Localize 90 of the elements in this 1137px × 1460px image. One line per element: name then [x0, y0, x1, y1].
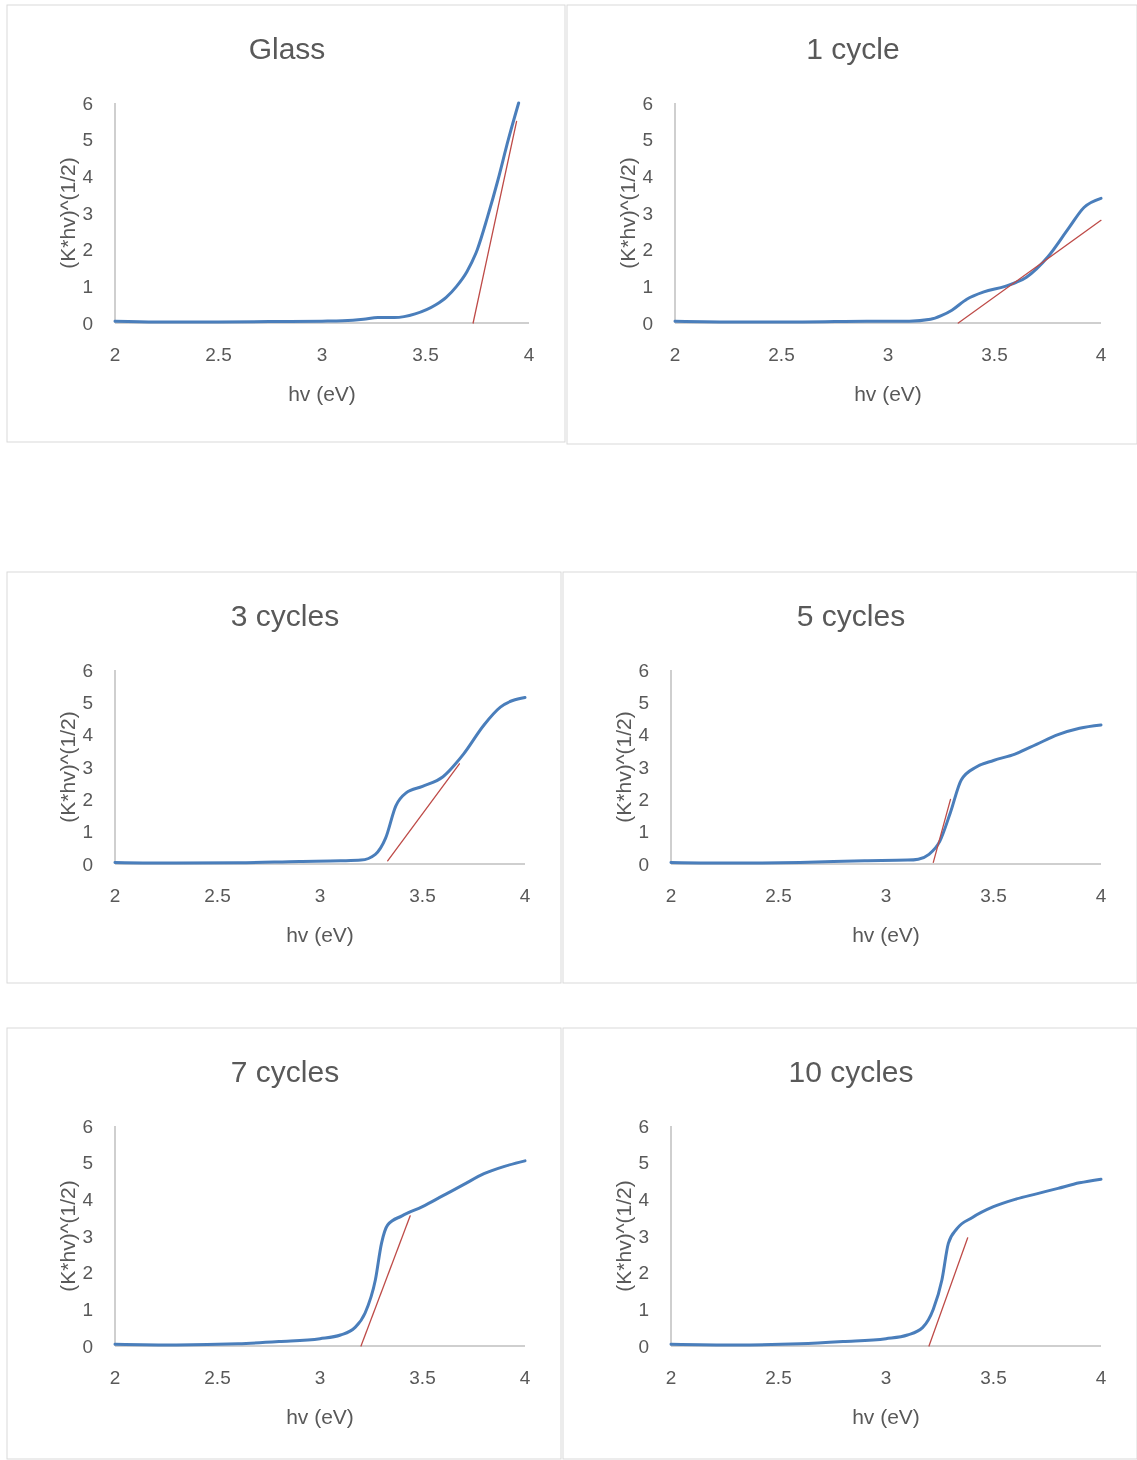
x-tick-label: 2.5 [768, 344, 795, 365]
y-tick-label: 0 [642, 312, 653, 334]
x-axis-title: hv (eV) [852, 923, 920, 946]
y-tick-label: 3 [82, 756, 93, 778]
y-tick-label: 2 [638, 788, 649, 810]
y-tick-label: 2 [82, 1262, 93, 1284]
y-tick-label: 3 [82, 202, 93, 224]
chart-title: 1 cycle [806, 32, 900, 65]
x-tick-label: 4 [1095, 1367, 1107, 1388]
y-tick-label: 3 [82, 1225, 93, 1247]
x-tick-label: 2.5 [765, 1367, 792, 1388]
x-tick-label: 3.5 [981, 344, 1008, 365]
x-tick-label: 2 [665, 1367, 677, 1388]
y-tick-label: 0 [638, 853, 649, 875]
y-tick-label: 2 [82, 788, 93, 810]
y-tick-label: 1 [82, 1298, 93, 1320]
chart-title: 5 cycles [796, 599, 906, 632]
y-tick-label: 5 [82, 1152, 93, 1174]
x-tick-label: 2.5 [765, 885, 792, 906]
x-tick-label: 3 [882, 344, 894, 365]
chart-title: 10 cycles [788, 1055, 914, 1088]
x-tick-label: 2 [109, 1367, 121, 1388]
y-tick-label: 6 [82, 659, 93, 681]
chart-title: Glass [248, 32, 326, 65]
x-tick-label: 2 [109, 344, 121, 365]
y-tick-label: 1 [638, 821, 649, 843]
chart-title: 3 cycles [230, 599, 340, 632]
y-tick-label: 0 [638, 1335, 649, 1357]
y-tick-label: 3 [638, 756, 649, 778]
y-axis-title: (K*hv)^(1/2) [612, 1180, 635, 1292]
y-tick-label: 0 [82, 853, 93, 875]
x-axis-title: hv (eV) [288, 382, 356, 405]
x-tick-label: 3 [314, 885, 326, 906]
y-axis-title: (K*hv)^(1/2) [612, 711, 635, 823]
x-tick-label: 4 [519, 885, 531, 906]
y-tick-label: 4 [82, 165, 94, 187]
x-tick-label: 4 [519, 1367, 531, 1388]
x-axis-title: hv (eV) [286, 923, 354, 946]
x-tick-label: 4 [1095, 344, 1107, 365]
y-tick-label: 5 [638, 691, 649, 713]
x-tick-label: 3.5 [409, 1367, 436, 1388]
y-tick-label: 4 [82, 724, 94, 746]
y-tick-label: 2 [642, 239, 653, 261]
x-tick-label: 3.5 [980, 1367, 1007, 1388]
y-axis-title: (K*hv)^(1/2) [56, 711, 79, 823]
y-axis-title: (K*hv)^(1/2) [56, 157, 79, 269]
y-tick-label: 2 [82, 239, 93, 261]
y-tick-label: 4 [82, 1188, 94, 1210]
y-tick-label: 1 [638, 1298, 649, 1320]
y-tick-label: 0 [82, 312, 93, 334]
y-tick-label: 1 [82, 821, 93, 843]
x-tick-label: 3.5 [980, 885, 1007, 906]
y-tick-label: 3 [638, 1225, 649, 1247]
y-tick-label: 1 [82, 275, 93, 297]
x-tick-label: 2.5 [204, 885, 231, 906]
y-tick-label: 5 [642, 129, 653, 151]
chart-title: 7 cycles [230, 1055, 340, 1088]
y-tick-label: 6 [82, 92, 93, 114]
x-tick-label: 3 [880, 885, 892, 906]
y-tick-label: 6 [642, 92, 653, 114]
y-tick-label: 4 [642, 165, 654, 187]
x-tick-label: 2.5 [204, 1367, 231, 1388]
y-axis-title: (K*hv)^(1/2) [56, 1180, 79, 1292]
x-tick-label: 2 [665, 885, 677, 906]
y-tick-label: 5 [638, 1152, 649, 1174]
y-tick-label: 4 [638, 1188, 650, 1210]
x-tick-label: 3.5 [409, 885, 436, 906]
y-tick-label: 2 [638, 1262, 649, 1284]
y-tick-label: 6 [638, 659, 649, 681]
x-tick-label: 3 [314, 1367, 326, 1388]
x-tick-label: 3 [880, 1367, 892, 1388]
x-tick-label: 2 [669, 344, 681, 365]
y-tick-label: 0 [82, 1335, 93, 1357]
x-tick-label: 4 [1095, 885, 1107, 906]
y-tick-label: 6 [638, 1115, 649, 1137]
y-tick-label: 4 [638, 724, 650, 746]
x-axis-title: hv (eV) [852, 1405, 920, 1428]
y-tick-label: 6 [82, 1115, 93, 1137]
x-tick-label: 2.5 [205, 344, 232, 365]
y-axis-title: (K*hv)^(1/2) [616, 157, 639, 269]
y-tick-label: 5 [82, 691, 93, 713]
x-axis-title: hv (eV) [286, 1405, 354, 1428]
x-tick-label: 3 [316, 344, 328, 365]
x-tick-label: 3.5 [412, 344, 439, 365]
x-axis-title: hv (eV) [854, 382, 922, 405]
y-tick-label: 1 [642, 275, 653, 297]
x-tick-label: 2 [109, 885, 121, 906]
x-tick-label: 4 [523, 344, 535, 365]
y-tick-label: 5 [82, 129, 93, 151]
y-tick-label: 3 [642, 202, 653, 224]
